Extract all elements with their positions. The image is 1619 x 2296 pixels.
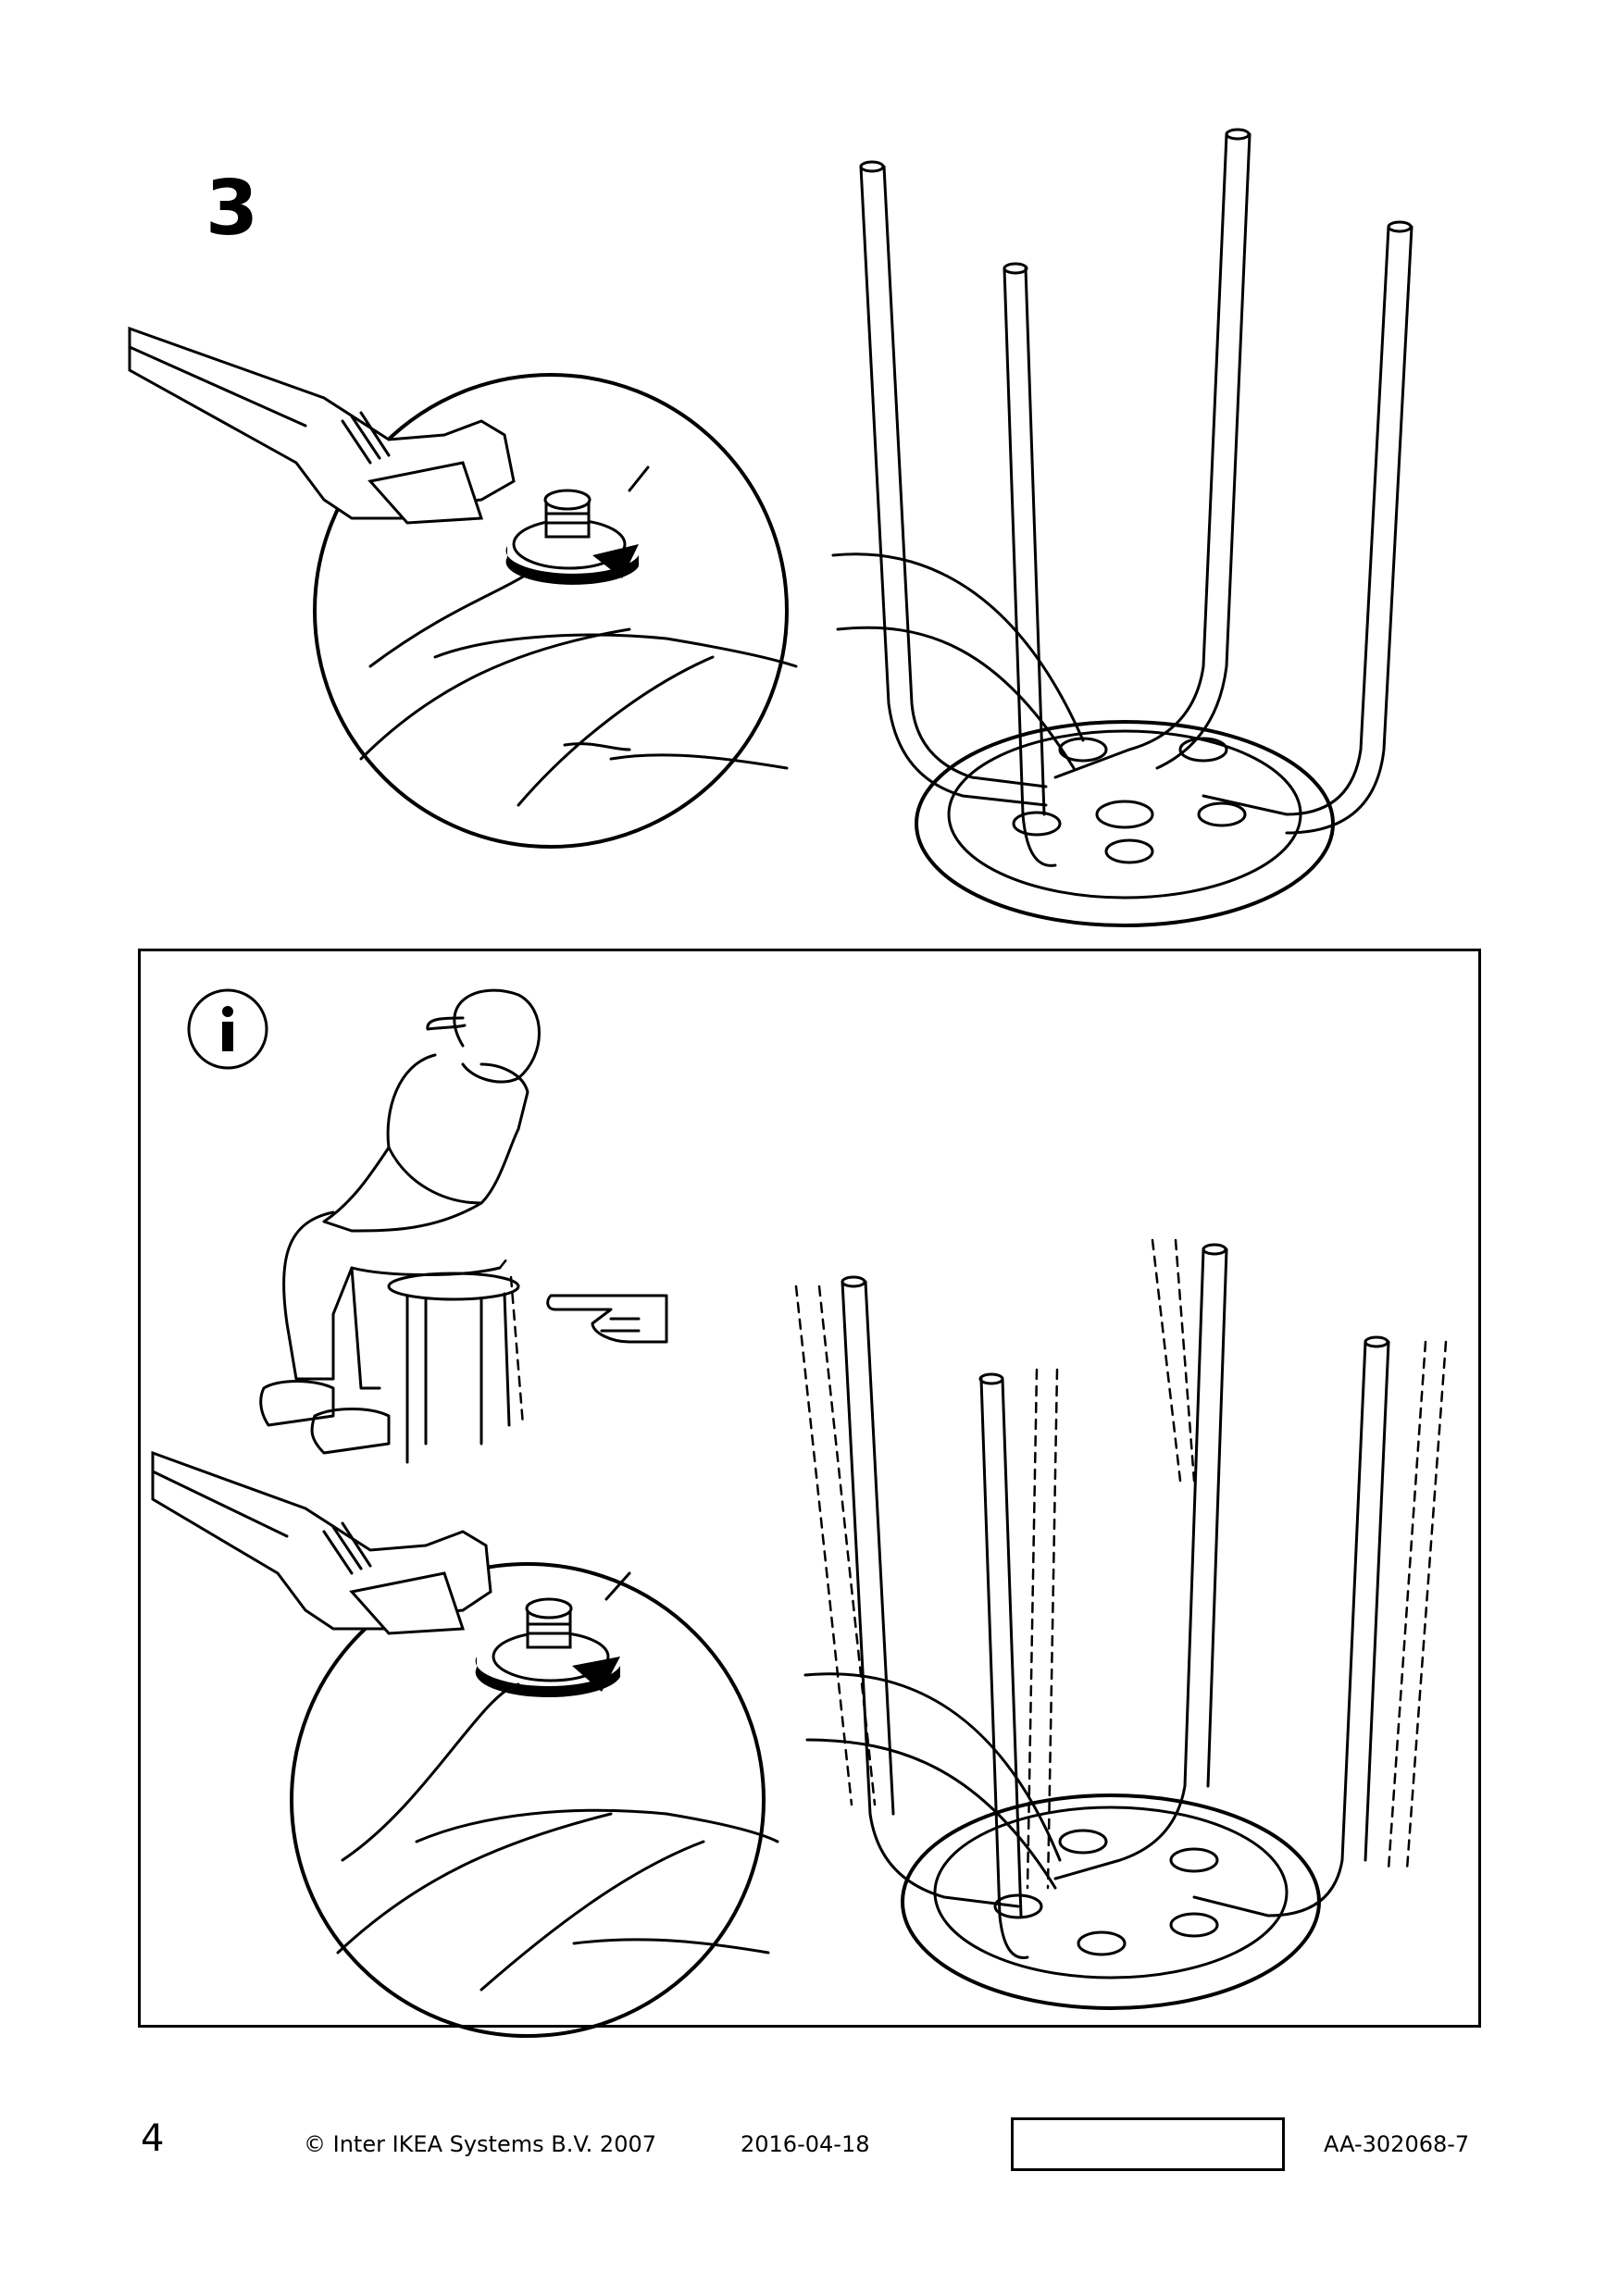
stool-small-icon: [387, 1257, 525, 1464]
step-number: 3: [205, 165, 259, 253]
article-code: AA-302068-7: [1324, 2131, 1470, 2157]
detail-magnifier-circle-2: [290, 1562, 766, 2038]
page-number: 4: [141, 2117, 165, 2160]
stool-upside-down: [859, 128, 1414, 927]
info-icon: [187, 988, 268, 1070]
wrench-icon: [128, 326, 516, 525]
footer-blank-box: [1011, 2117, 1285, 2171]
bolt-nut-icon: [505, 465, 650, 585]
detail-magnifier-circle: [313, 373, 789, 849]
print-date: 2016-04-18: [741, 2131, 870, 2157]
wrench-icon-2: [151, 1450, 492, 1635]
copyright-text: © Inter IKEA Systems B.V. 2007: [304, 2131, 656, 2157]
person-sitting-icon: [259, 988, 541, 1455]
stool-wobbly-legs: [794, 1238, 1448, 2010]
pointing-hand-icon: [546, 1294, 668, 1344]
detail-leader: [831, 552, 1085, 742]
bolt-nut-icon-2: [475, 1571, 631, 1698]
step3-illustration: [128, 128, 1414, 927]
info-panel: [138, 949, 1481, 2028]
